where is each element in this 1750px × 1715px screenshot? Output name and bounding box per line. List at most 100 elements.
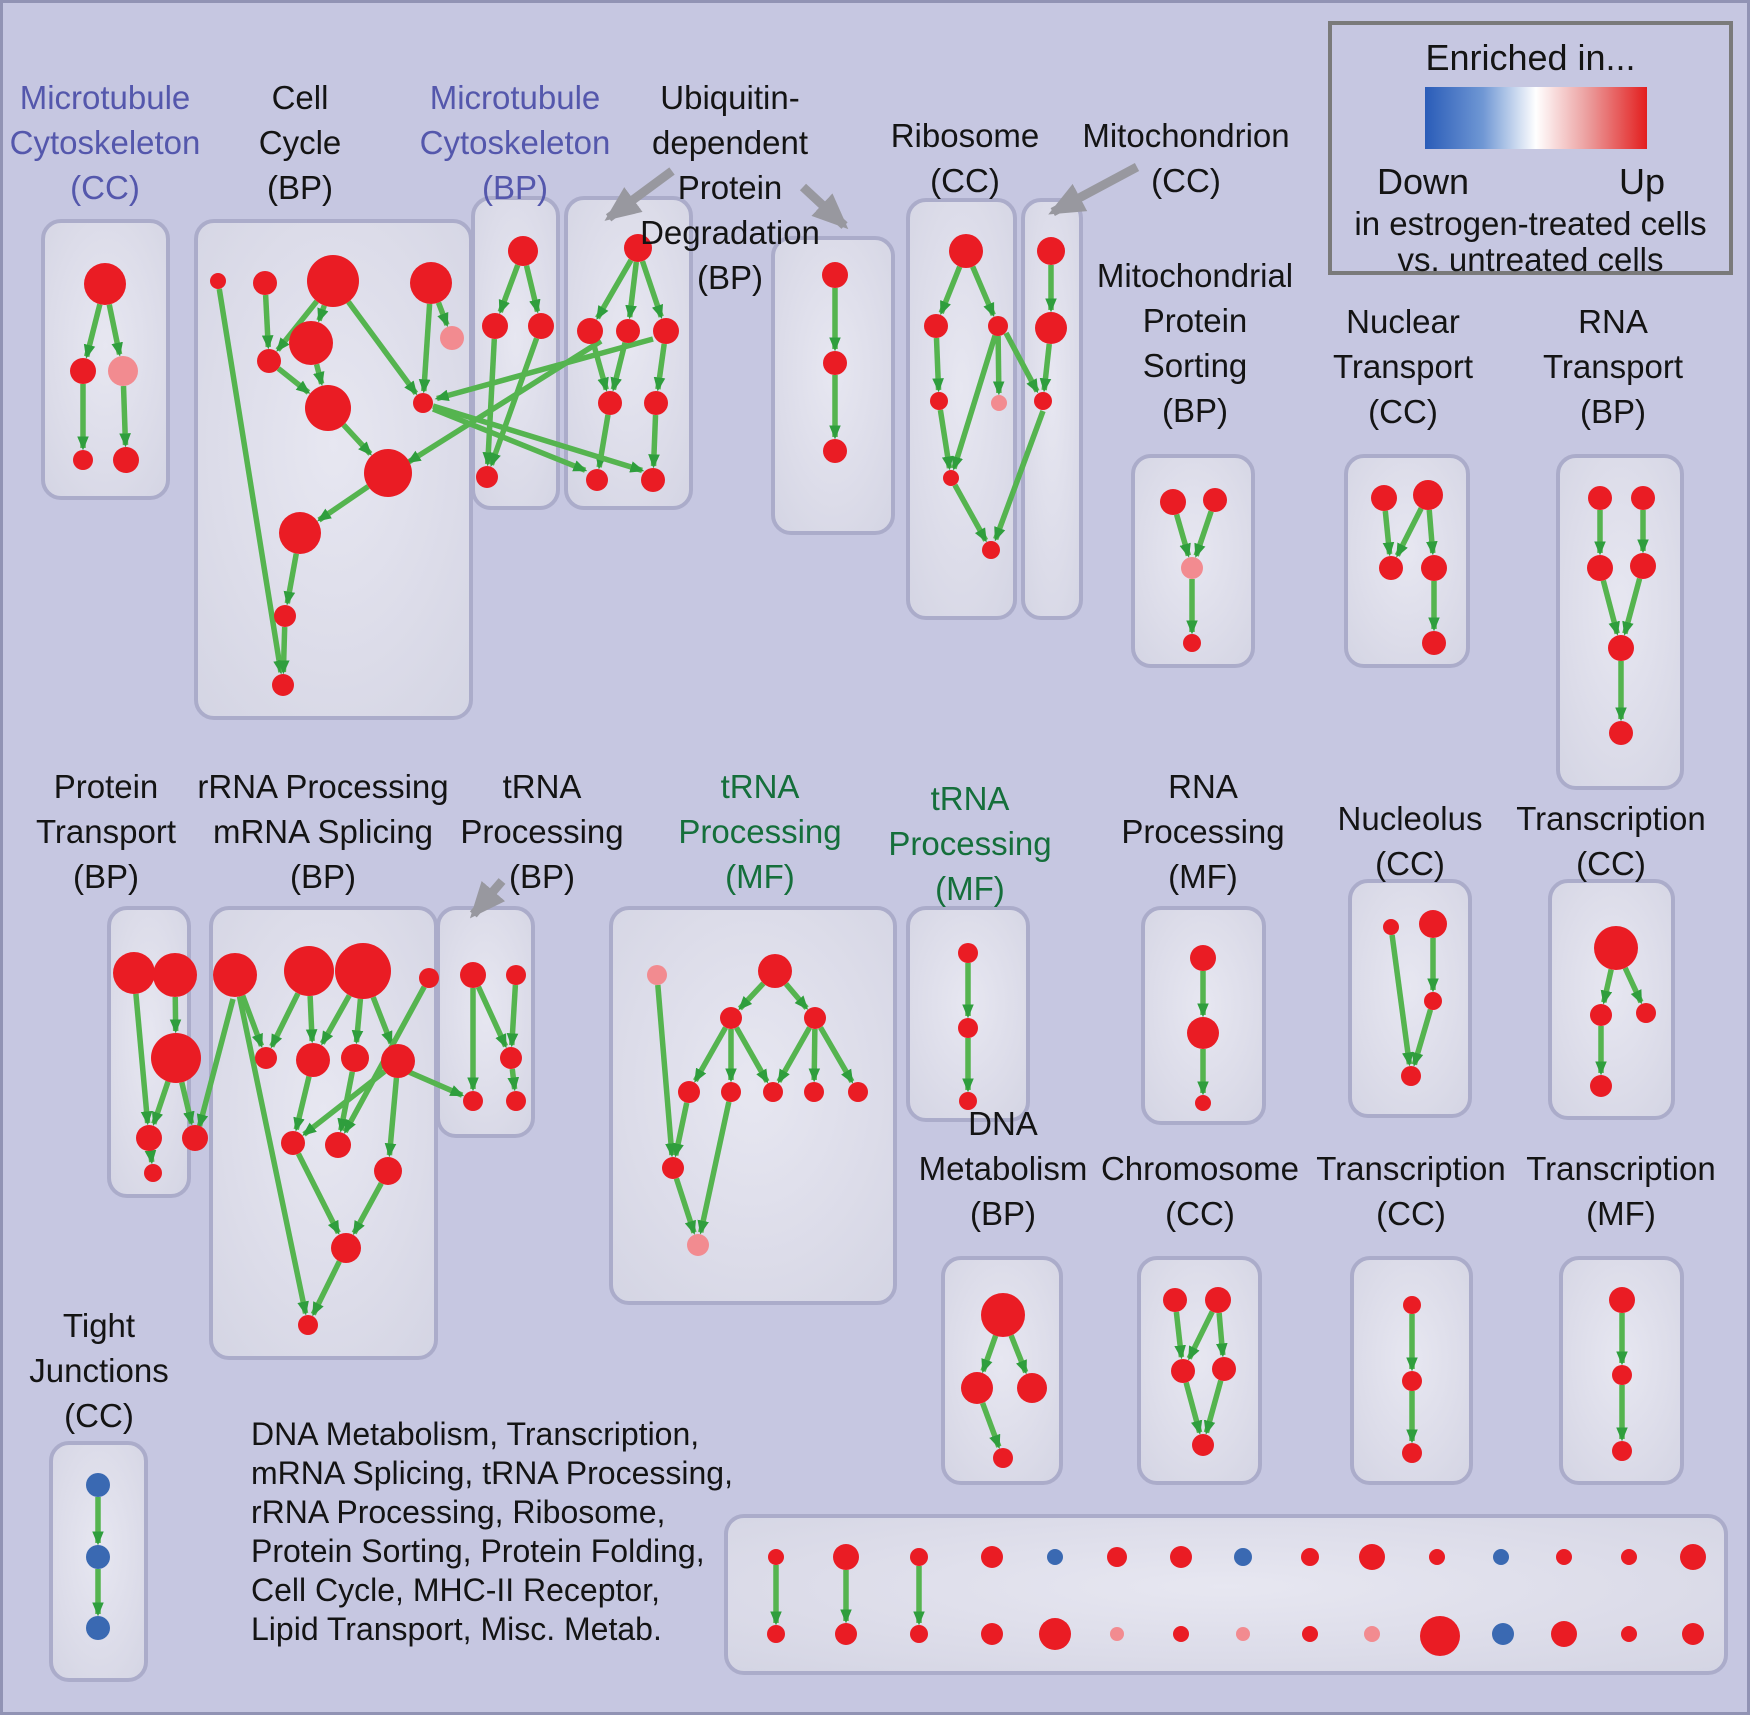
node-ubiquitin-1-3 (653, 318, 679, 344)
edge-arrow (952, 483, 989, 543)
node-mixed-strip-24 (1364, 1626, 1380, 1642)
edge-arrow (293, 1075, 312, 1132)
edge-arrow (1389, 934, 1414, 1067)
node-protein-transport-1 (153, 953, 197, 997)
node-transcription-mf-0 (1609, 1287, 1635, 1313)
node-mixed-strip-19 (1039, 1618, 1071, 1650)
label-trna-processing-mf-1: tRNA Processing (MF) (678, 768, 842, 895)
node-chromosome-0 (1163, 1288, 1187, 1312)
node-mixed-strip-28 (1621, 1626, 1637, 1642)
node-microtubule-bp-1 (482, 313, 508, 339)
node-protein-transport-5 (144, 1164, 162, 1182)
node-chromosome-1 (1205, 1287, 1231, 1313)
edge-arrow (269, 992, 301, 1049)
legend-down-label: Down (1377, 161, 1470, 202)
node-protein-transport-0 (113, 952, 155, 994)
edge-arrow (310, 1260, 342, 1317)
node-mixed-strip-23 (1302, 1626, 1318, 1642)
edge-arrow (351, 998, 364, 1045)
node-mito-protein-sorting-2 (1181, 557, 1203, 579)
edge-arrow (283, 553, 299, 606)
edge-arrow (240, 994, 265, 1049)
node-nuclear-transport-3 (1421, 555, 1447, 581)
label-rrna-mrna: rRNA Processing mRNA Splicing (BP) (197, 768, 449, 895)
node-rrna-mrna-5 (296, 1043, 330, 1077)
edge-arrow (697, 1101, 732, 1235)
edge-arrow (590, 342, 609, 392)
node-mixed-strip-26 (1492, 1623, 1514, 1645)
node-nuclear-transport-0 (1371, 485, 1397, 511)
node-rrna-mrna-8 (281, 1131, 305, 1155)
node-cell-cycle-4 (257, 349, 281, 373)
edge-arrow (1622, 966, 1644, 1005)
edge-arrow (317, 484, 370, 523)
node-transcription-cc-b-0 (1403, 1296, 1421, 1314)
edge-arrow (1426, 509, 1438, 556)
edge-arrow (970, 265, 996, 318)
node-rrna-mrna-0 (213, 953, 257, 997)
edge-arrow (937, 409, 954, 471)
edge-arrow (497, 264, 521, 315)
edge-arrow (783, 982, 809, 1010)
edge-arrow (672, 1102, 690, 1158)
node-trna-bp-1 (506, 965, 526, 985)
node-microtubule-cc-3 (73, 450, 93, 470)
edge-arrow (432, 403, 645, 474)
node-cell-cycle-1 (253, 271, 277, 295)
node-microtubule-bp-0 (508, 236, 538, 266)
node-mixed-strip-0 (768, 1549, 784, 1565)
node-ubiquitin-1-2 (616, 319, 640, 343)
node-cell-cycle-9 (279, 512, 321, 554)
node-cell-cycle-6 (305, 385, 351, 431)
label-chromosome: Chromosome (CC) (1100, 1150, 1300, 1232)
edge-arrow (482, 338, 498, 467)
node-microtubule-bp-2 (528, 313, 554, 339)
label-cell-cycle: Cell Cycle (BP) (258, 79, 342, 206)
edge-arrow (992, 335, 1005, 396)
node-cell-cycle-0 (210, 273, 226, 289)
node-mixed-strip-3 (981, 1546, 1003, 1568)
node-transcription-cc-a-0 (1594, 926, 1638, 970)
edge-arrow (106, 304, 123, 357)
label-transcription-cc-a: Transcription (CC) (1516, 800, 1706, 882)
edge-arrow (1173, 1311, 1186, 1360)
node-dna-metabolism-0 (981, 1293, 1025, 1337)
edge-arrow (434, 336, 654, 402)
edge-arrow (1039, 343, 1052, 393)
cluster-box-chromosome (1137, 1256, 1262, 1485)
node-ubiquitin-1-0 (624, 234, 652, 262)
node-ubiquitin-1-4 (598, 391, 622, 415)
node-mixed-strip-14 (1680, 1544, 1706, 1570)
edge-arrow (351, 1181, 384, 1236)
node-cell-cycle-12 (440, 326, 464, 350)
cluster-box-dna-metabolism (941, 1256, 1063, 1485)
node-mixed-strip-29 (1682, 1623, 1704, 1645)
edge-arrow (119, 385, 131, 448)
label-protein-transport: Protein Transport (BP) (36, 768, 176, 895)
edge-arrow (277, 626, 290, 675)
edge-arrow (673, 1177, 697, 1235)
node-mixed-strip-27 (1551, 1621, 1577, 1647)
node-microtubule-cc-1 (70, 358, 96, 384)
node-mito-protein-sorting-1 (1203, 488, 1227, 512)
node-mixed-strip-4 (1047, 1549, 1063, 1565)
edge-arrow (302, 1069, 387, 1137)
label-dna-metabolism: DNA Metabolism (BP) (918, 1105, 1088, 1232)
node-tight-junctions-2 (86, 1616, 110, 1640)
node-rrna-mrna-3 (419, 968, 439, 988)
node-trna-mf-2-0 (958, 943, 978, 963)
node-mitochondrion-1 (1035, 312, 1067, 344)
label-tight-junctions: Tight Junctions (CC) (29, 1307, 169, 1434)
edge-arrow (313, 363, 325, 387)
node-rrna-mrna-1 (284, 946, 334, 996)
edge-arrow (275, 299, 319, 352)
edge-arrow (1382, 510, 1395, 557)
node-trna-mf-1-10 (687, 1234, 709, 1256)
node-chromosome-4 (1192, 1434, 1214, 1456)
edge-arrow (236, 995, 309, 1316)
edge-arrow (83, 303, 103, 359)
node-rna-transport-5 (1609, 721, 1633, 745)
node-cell-cycle-7 (413, 393, 433, 413)
node-mixed-strip-6 (1170, 1546, 1192, 1568)
edge-arrow (1008, 1334, 1029, 1375)
